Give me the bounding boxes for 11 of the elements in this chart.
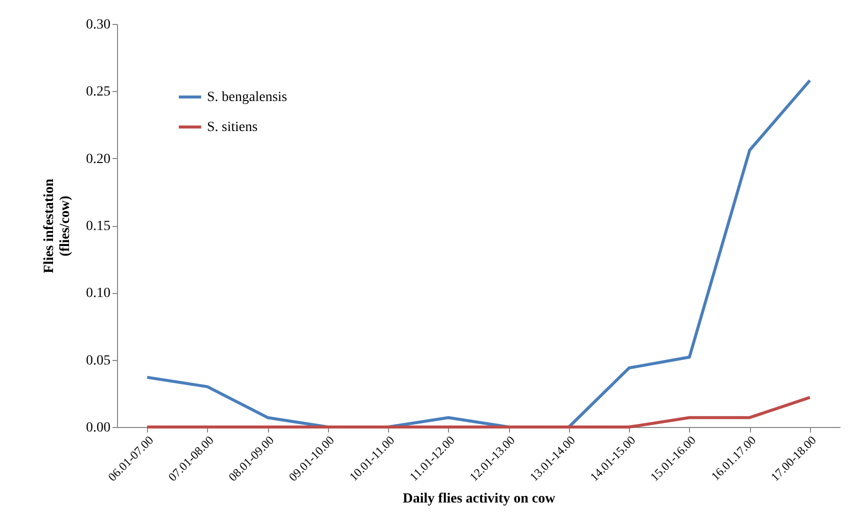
x-axis-title: Daily flies activity on cow [402,491,556,506]
y-tick-label: 0.20 [86,152,110,167]
legend-label: S. sitiens [207,120,258,135]
y-tick-label: 0.30 [86,18,110,32]
y-tick-label: 0.00 [86,420,110,436]
y-tick-label: 0.25 [86,84,110,100]
legend-label: S. bengalensis [207,90,288,105]
y-tick-label: 0.10 [86,286,110,302]
y-axis-title: Flies infestation (flies/cow) [42,178,73,274]
y-tick-label: 0.05 [86,353,110,368]
y-tick-label: 0.15 [86,219,110,234]
